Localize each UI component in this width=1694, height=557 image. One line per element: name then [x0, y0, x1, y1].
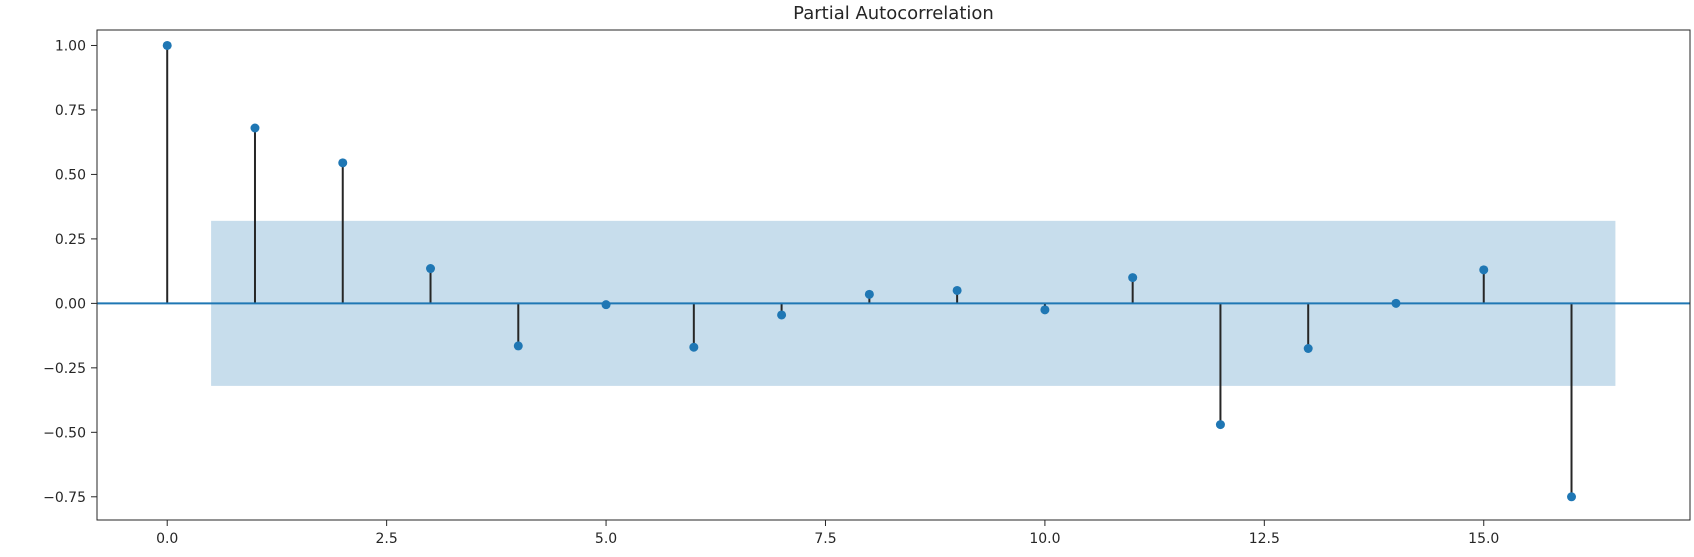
x-tick-label-6: 15.0 — [1468, 531, 1499, 547]
data-point-5 — [601, 300, 611, 310]
data-point-7 — [777, 310, 787, 320]
y-tick-label-6: −0.50 — [43, 425, 86, 441]
data-point-4 — [513, 341, 523, 351]
y-tick-label-7: −0.75 — [43, 490, 86, 506]
data-point-16 — [1567, 492, 1577, 502]
data-point-1 — [250, 123, 260, 133]
x-tick-label-3: 7.5 — [814, 531, 836, 547]
data-point-8 — [864, 289, 874, 299]
x-tick-label-5: 12.5 — [1249, 531, 1280, 547]
data-point-11 — [1128, 273, 1138, 283]
y-tick-label-1: 0.75 — [55, 103, 86, 119]
data-point-10 — [1040, 305, 1050, 315]
data-point-6 — [689, 342, 699, 352]
data-point-3 — [426, 264, 436, 274]
y-tick-label-3: 0.25 — [55, 232, 86, 248]
y-tick-label-5: −0.25 — [43, 361, 86, 377]
axis-layer: 0.0 2.5 5.0 7.5 10.0 12.5 15.0 1.00 0.75 0.50 0.25… — [43, 29, 1691, 547]
marker-layer — [162, 40, 1577, 502]
x-tick-label-0: 0.0 — [156, 531, 178, 547]
data-point-14 — [1391, 298, 1401, 308]
data-point-2 — [338, 158, 348, 168]
data-point-0 — [162, 40, 172, 50]
y-tick-label-4: 0.00 — [55, 296, 86, 312]
data-point-12 — [1215, 420, 1225, 430]
x-tick-label-4: 10.0 — [1029, 531, 1060, 547]
x-tick-label-1: 2.5 — [376, 531, 398, 547]
y-tick-label-0: 1.00 — [55, 38, 86, 54]
chart-title: Partial Autocorrelation — [793, 3, 994, 24]
data-point-15 — [1479, 265, 1489, 275]
data-point-9 — [952, 285, 962, 295]
stem-layer — [97, 45, 1690, 497]
data-point-13 — [1303, 344, 1313, 353]
x-tick-label-2: 5.0 — [595, 531, 617, 547]
plot-frame — [96, 29, 1691, 521]
y-tick-label-2: 0.50 — [55, 167, 86, 183]
